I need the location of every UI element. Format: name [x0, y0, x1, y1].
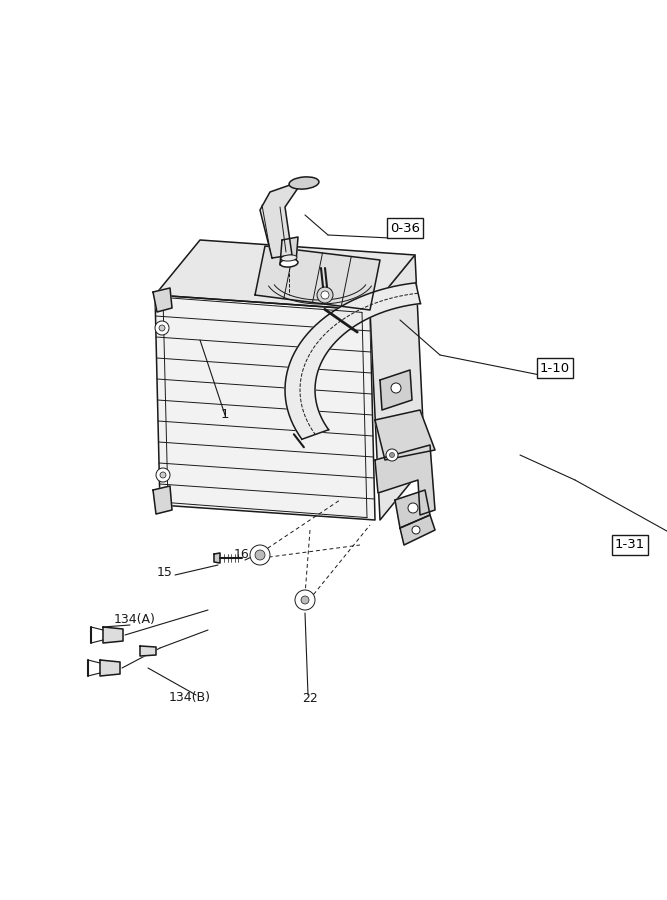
Polygon shape — [375, 410, 435, 460]
Text: 134(B): 134(B) — [169, 691, 211, 705]
Text: 16: 16 — [234, 548, 250, 562]
Circle shape — [390, 453, 394, 457]
Polygon shape — [140, 646, 156, 656]
Polygon shape — [103, 627, 123, 643]
Circle shape — [391, 383, 401, 393]
Circle shape — [412, 526, 420, 534]
Polygon shape — [380, 370, 412, 410]
Polygon shape — [260, 182, 318, 258]
Ellipse shape — [281, 255, 297, 261]
Ellipse shape — [289, 177, 319, 189]
Circle shape — [160, 472, 166, 478]
Circle shape — [159, 325, 165, 331]
Circle shape — [250, 545, 270, 565]
Polygon shape — [280, 237, 298, 265]
Polygon shape — [395, 490, 430, 528]
Polygon shape — [400, 515, 435, 545]
Polygon shape — [370, 255, 425, 520]
Text: 22: 22 — [302, 691, 318, 705]
Text: 1: 1 — [221, 409, 229, 421]
Circle shape — [408, 503, 418, 513]
Circle shape — [295, 590, 315, 610]
Polygon shape — [375, 445, 435, 515]
Ellipse shape — [280, 259, 298, 267]
Polygon shape — [153, 486, 172, 514]
Circle shape — [155, 321, 169, 335]
Text: 134(A): 134(A) — [114, 614, 156, 626]
Polygon shape — [255, 246, 380, 310]
Text: 15: 15 — [157, 566, 173, 580]
Text: 0-36: 0-36 — [390, 221, 420, 235]
Circle shape — [156, 468, 170, 482]
Polygon shape — [214, 553, 220, 563]
Text: 1-31: 1-31 — [615, 538, 645, 552]
Circle shape — [317, 287, 333, 303]
Text: 1-10: 1-10 — [540, 362, 570, 374]
Circle shape — [386, 449, 398, 461]
Polygon shape — [100, 660, 120, 676]
Polygon shape — [155, 240, 415, 310]
Circle shape — [321, 291, 329, 299]
Polygon shape — [153, 288, 172, 312]
Polygon shape — [285, 283, 420, 439]
Circle shape — [301, 596, 309, 604]
Polygon shape — [155, 295, 375, 520]
Circle shape — [255, 550, 265, 560]
